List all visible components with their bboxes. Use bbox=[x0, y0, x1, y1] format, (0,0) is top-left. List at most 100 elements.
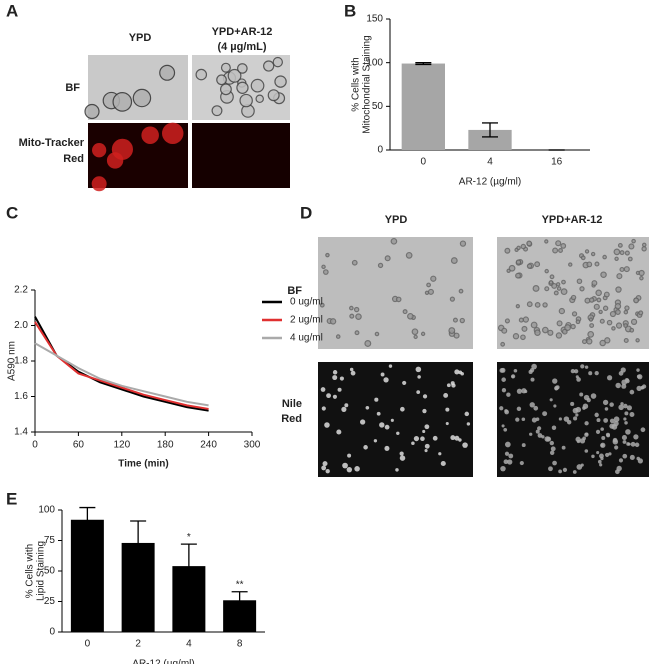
cell bbox=[587, 330, 595, 338]
cell bbox=[250, 78, 265, 93]
cell bbox=[586, 338, 593, 345]
cell bbox=[351, 259, 358, 266]
cell bbox=[504, 318, 510, 324]
cell bbox=[531, 363, 537, 370]
cell bbox=[597, 459, 602, 464]
cell bbox=[640, 427, 646, 433]
panel-label: A bbox=[6, 1, 18, 20]
cell bbox=[601, 436, 606, 440]
cell bbox=[621, 383, 627, 389]
cell bbox=[402, 309, 408, 315]
cell bbox=[588, 371, 593, 376]
cell bbox=[529, 402, 535, 408]
cell bbox=[616, 273, 623, 280]
cell bbox=[449, 296, 455, 302]
cell bbox=[159, 64, 176, 81]
cell bbox=[595, 429, 601, 434]
cell bbox=[544, 268, 549, 274]
column-header: YPD bbox=[129, 32, 152, 44]
cell bbox=[573, 369, 579, 374]
cell bbox=[346, 466, 353, 473]
cell bbox=[619, 266, 625, 273]
cell bbox=[600, 442, 606, 448]
cell bbox=[515, 304, 520, 309]
cell bbox=[555, 332, 563, 339]
cell bbox=[499, 406, 504, 411]
cell bbox=[219, 83, 232, 96]
cell bbox=[274, 75, 287, 88]
cell bbox=[515, 417, 520, 422]
cell bbox=[376, 411, 381, 416]
y-tick-label: 0 bbox=[377, 145, 383, 156]
cell bbox=[353, 306, 360, 313]
cell bbox=[347, 453, 352, 458]
cell bbox=[627, 442, 631, 446]
cell bbox=[501, 424, 505, 428]
cell bbox=[450, 257, 458, 264]
x-tick-label: 0 bbox=[421, 157, 427, 168]
cell bbox=[548, 280, 554, 285]
cell bbox=[599, 463, 603, 467]
cell bbox=[623, 323, 629, 329]
cell bbox=[641, 246, 647, 252]
column-header: (4 µg/mL) bbox=[217, 41, 266, 53]
micrograph bbox=[192, 123, 290, 188]
cell bbox=[613, 248, 621, 256]
panel-label: D bbox=[300, 203, 312, 222]
cell bbox=[501, 377, 506, 382]
cell bbox=[531, 417, 537, 423]
cell bbox=[374, 397, 379, 402]
cell bbox=[390, 418, 394, 422]
y-tick-label: 100 bbox=[366, 57, 383, 68]
cell bbox=[374, 331, 380, 337]
cell bbox=[220, 62, 231, 73]
cell bbox=[602, 399, 609, 406]
x-tick-label: 8 bbox=[237, 639, 243, 650]
cell bbox=[558, 469, 563, 474]
cell bbox=[606, 375, 613, 381]
cell bbox=[384, 424, 390, 430]
row-label: BF bbox=[287, 285, 302, 297]
cell bbox=[636, 456, 641, 461]
cell bbox=[337, 387, 342, 392]
cell bbox=[555, 385, 560, 390]
cell bbox=[579, 438, 586, 444]
micrograph bbox=[318, 237, 473, 349]
legend-label: 0 ug/ml bbox=[290, 297, 323, 308]
cell bbox=[84, 103, 100, 120]
cell bbox=[424, 424, 430, 430]
cell bbox=[239, 93, 253, 108]
cell bbox=[579, 286, 585, 292]
cell bbox=[550, 446, 556, 452]
cell bbox=[462, 442, 468, 448]
column-header: YPD+AR-12 bbox=[212, 26, 273, 38]
cell bbox=[399, 455, 406, 461]
cell bbox=[609, 418, 615, 424]
cell bbox=[614, 445, 619, 450]
cell bbox=[627, 256, 633, 262]
row-label: Red bbox=[281, 413, 302, 425]
cell bbox=[521, 443, 526, 448]
cell bbox=[533, 405, 539, 411]
cell bbox=[513, 368, 518, 373]
cell bbox=[626, 405, 632, 411]
cell bbox=[411, 441, 415, 445]
cell bbox=[598, 309, 603, 315]
cell bbox=[600, 271, 607, 279]
cell bbox=[604, 407, 609, 411]
cell bbox=[609, 402, 614, 407]
cell bbox=[579, 392, 584, 397]
cell bbox=[458, 288, 464, 294]
annotation: ** bbox=[236, 579, 244, 590]
cell bbox=[611, 326, 616, 331]
row-label: Mito-Tracker bbox=[19, 137, 85, 149]
y-tick-label: 25 bbox=[44, 596, 56, 607]
cell bbox=[623, 266, 630, 273]
cell bbox=[448, 327, 456, 335]
cell bbox=[420, 436, 425, 442]
cell bbox=[335, 334, 341, 339]
cell bbox=[615, 286, 622, 293]
cell bbox=[542, 302, 548, 308]
cell bbox=[236, 81, 249, 94]
micrograph bbox=[88, 55, 188, 120]
